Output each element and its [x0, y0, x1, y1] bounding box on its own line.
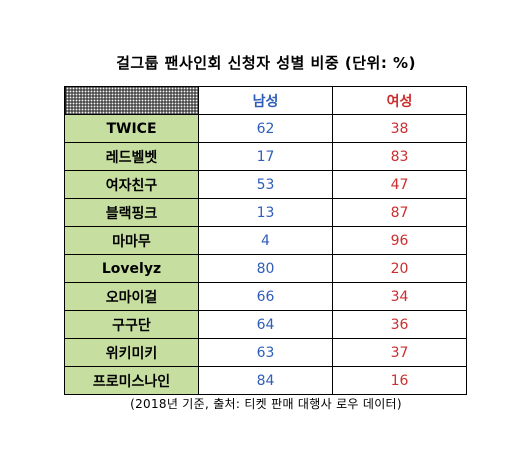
- group-name-cell: TWICE: [64, 114, 199, 143]
- chart-title: 걸그룹 팬사인회 신청자 성별 비중 (단위: %): [116, 54, 416, 72]
- column-header-male: 남성: [198, 86, 333, 115]
- column-header-female: 여성: [332, 86, 467, 115]
- group-name-cell: 오마이걸: [64, 282, 199, 311]
- female-value-cell: 47: [332, 170, 467, 199]
- male-value-cell: 53: [198, 170, 333, 199]
- male-value-cell: 80: [198, 254, 333, 283]
- source-note: (2018년 기준, 출처: 티켓 판매 대행사 로우 데이터): [130, 397, 402, 411]
- female-value-cell: 34: [332, 282, 467, 311]
- male-value-cell: 4: [198, 226, 333, 255]
- group-name-cell: 프로미스나인: [64, 366, 199, 395]
- male-value-cell: 13: [198, 198, 333, 227]
- table-row: 오마이걸 66 34: [64, 282, 467, 311]
- female-value-cell: 36: [332, 310, 467, 339]
- group-name-cell: 블랙핑크: [64, 198, 199, 227]
- group-name-cell: 구구단: [64, 310, 199, 339]
- table-row: 마마무 4 96: [64, 226, 467, 255]
- table-row: 블랙핑크 13 87: [64, 198, 467, 227]
- group-name-cell: 여자친구: [64, 170, 199, 199]
- header-row: 남성 여성: [64, 86, 467, 115]
- female-value-cell: 37: [332, 338, 467, 367]
- group-name-cell: 위키미키: [64, 338, 199, 367]
- male-value-cell: 66: [198, 282, 333, 311]
- female-value-cell: 20: [332, 254, 467, 283]
- table-row: TWICE 62 38: [64, 114, 467, 143]
- group-name-cell: Lovelyz: [64, 254, 199, 283]
- male-value-cell: 17: [198, 142, 333, 171]
- table-row: 위키미키 63 37: [64, 338, 467, 367]
- table-row: 여자친구 53 47: [64, 170, 467, 199]
- male-value-cell: 64: [198, 310, 333, 339]
- table-row: 레드벨벳 17 83: [64, 142, 467, 171]
- group-name-cell: 레드벨벳: [64, 142, 199, 171]
- male-value-cell: 62: [198, 114, 333, 143]
- group-name-cell: 마마무: [64, 226, 199, 255]
- header-corner-cell: [64, 86, 199, 115]
- female-value-cell: 96: [332, 226, 467, 255]
- female-value-cell: 83: [332, 142, 467, 171]
- male-value-cell: 84: [198, 366, 333, 395]
- female-value-cell: 16: [332, 366, 467, 395]
- male-value-cell: 63: [198, 338, 333, 367]
- female-value-cell: 38: [332, 114, 467, 143]
- data-table: 남성 여성 TWICE 62 38 레드벨벳 17 83 여자친구 53 47 블랙핑크 13 87 마…: [64, 86, 467, 395]
- female-value-cell: 87: [332, 198, 467, 227]
- table-row: Lovelyz 80 20: [64, 254, 467, 283]
- table-row: 프로미스나인 84 16: [64, 366, 467, 395]
- table-row: 구구단 64 36: [64, 310, 467, 339]
